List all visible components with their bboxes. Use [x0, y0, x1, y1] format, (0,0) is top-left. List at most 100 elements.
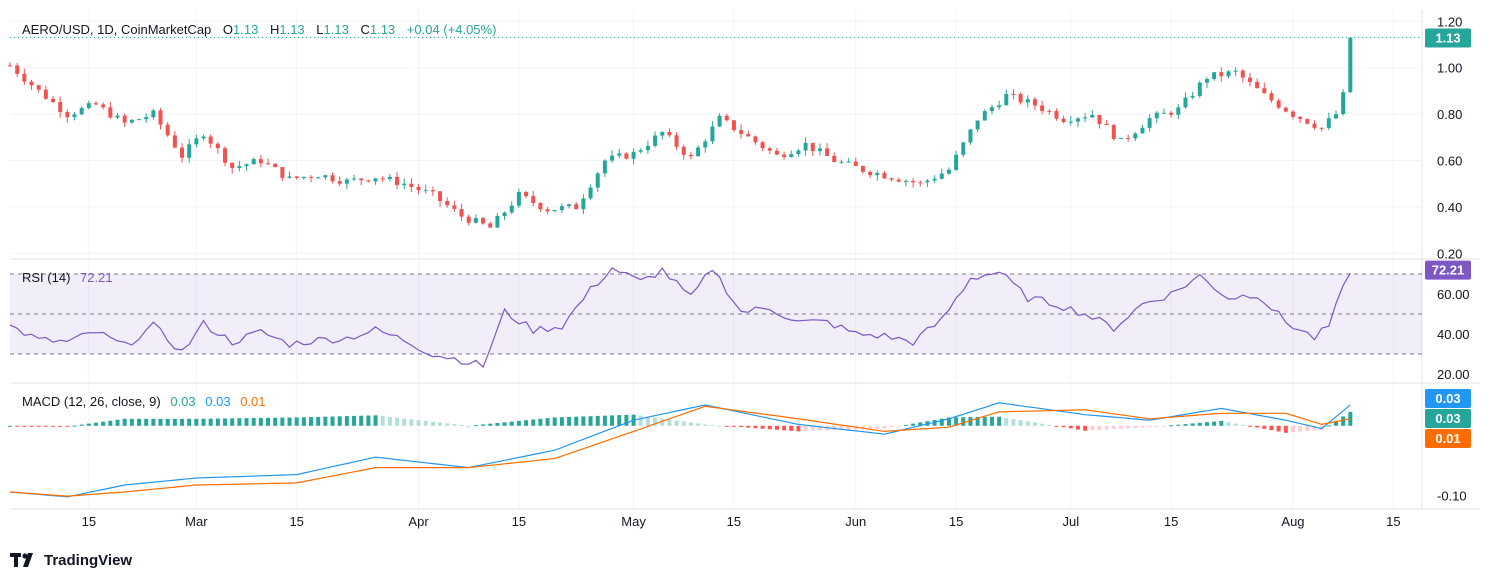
x-axis-tick-label: May [621, 514, 646, 529]
candle-body [674, 135, 679, 147]
candle-body [774, 150, 779, 155]
candle-body [194, 138, 199, 145]
rsi-pane [9, 267, 1422, 369]
macd-histogram-bar [452, 424, 457, 426]
price-pane [8, 37, 1422, 228]
candle-body [1183, 97, 1188, 108]
macd-histogram-bar [602, 415, 607, 426]
candle-body [1025, 99, 1030, 103]
macd-histogram-bar [330, 416, 335, 426]
macd-badge-bg [1425, 389, 1471, 408]
candle-body [244, 164, 249, 167]
macd-histogram-bar [251, 418, 256, 426]
macd-histogram-bar [796, 425, 801, 432]
tradingview-logo[interactable]: TradingView [10, 549, 132, 571]
macd-histogram-bar [932, 419, 937, 426]
macd-histogram-bar [309, 417, 314, 426]
macd-histogram-bar [395, 417, 400, 426]
candle-body [696, 147, 701, 157]
candle-body [911, 180, 916, 183]
candle-body [180, 147, 185, 158]
candle-body [1233, 70, 1238, 72]
macd-histogram-bar [58, 425, 63, 427]
macd-histogram-bar [516, 420, 521, 426]
candle-body [359, 178, 364, 181]
x-axis-tick-label: 15 [727, 514, 741, 529]
macd-histogram-bar [1298, 425, 1303, 432]
candle-body [366, 180, 371, 182]
macd-histogram-bar [1126, 425, 1131, 429]
macd-histogram-bar [215, 418, 220, 426]
macd-histogram-bar [846, 425, 851, 430]
candle-body [681, 146, 686, 155]
candle-body [101, 104, 106, 108]
macd-histogram-bar [208, 418, 213, 426]
candle-body [395, 176, 400, 186]
histogram-badge-bg [1425, 409, 1471, 428]
candle-body [187, 144, 192, 158]
macd-histogram-bar [645, 416, 650, 426]
macd-histogram-bar [337, 416, 342, 426]
macd-histogram-bar [201, 418, 206, 426]
macd-histogram-bar [466, 425, 471, 427]
macd-histogram-bar [416, 420, 421, 426]
candle-body [438, 191, 443, 202]
price-badge: 1.13 [1435, 31, 1460, 46]
candle-body [1075, 118, 1080, 122]
macd-histogram-bar [839, 425, 844, 430]
macd-histogram-bar [610, 415, 615, 426]
macd-histogram-bar [860, 425, 865, 430]
candle-body [631, 151, 636, 159]
macd-histogram-bar [667, 419, 672, 426]
candle-body [416, 186, 421, 191]
price-legend: AERO/USD, 1D, CoinMarketCap O1.13 H1.13 … [22, 22, 496, 37]
rsi-axis-tick-label: 60.00 [1437, 287, 1470, 302]
candle-body [79, 108, 84, 115]
candle-body [954, 154, 959, 170]
macd-histogram-bar [918, 422, 923, 426]
macd-histogram-bar [1004, 417, 1009, 426]
candle-body [151, 110, 156, 118]
macd-histogram-bar [588, 416, 593, 426]
macd-histogram-bar [101, 421, 106, 426]
macd-histogram-bar [581, 416, 586, 426]
candle-body [43, 89, 48, 99]
macd-histogram-bar [789, 425, 794, 431]
candle-body [144, 117, 149, 120]
macd-histogram-bar [1068, 425, 1073, 429]
candle-body [323, 175, 328, 178]
macd-histogram-bar [939, 418, 944, 426]
candle-body [495, 215, 500, 228]
macd-histogram-bar [638, 415, 643, 426]
macd-histogram-bar [1233, 423, 1238, 426]
macd-histogram-bar [1111, 425, 1116, 430]
macd-histogram-bar [1018, 420, 1023, 426]
candle-body [731, 120, 736, 131]
macd-histogram-bar [72, 425, 77, 427]
macd-histogram-bar [1147, 425, 1152, 428]
candle-body [645, 145, 650, 151]
macd-histogram-bar [1161, 425, 1166, 427]
candle-body [1126, 137, 1131, 139]
candle-body [1204, 79, 1209, 83]
macd-histogram-bar [244, 418, 249, 426]
candle-body [1197, 82, 1202, 96]
candle-body [832, 155, 837, 163]
candle-body [825, 148, 830, 156]
macd-histogram-bar [172, 418, 177, 426]
macd-histogram-bar [316, 416, 321, 426]
x-axis-tick-label: Apr [408, 514, 429, 529]
candle-body [653, 135, 658, 146]
macd-histogram-bar [1047, 424, 1052, 426]
candle-body [868, 171, 873, 176]
macd-histogram-bar [817, 425, 822, 431]
macd-histogram-bar [1240, 424, 1245, 426]
rsi-badge-bg [1425, 260, 1471, 280]
candle-body [488, 223, 493, 228]
x-axis-tick-label: 15 [1164, 514, 1178, 529]
candle-body [610, 155, 615, 161]
macd-histogram-bar [280, 417, 285, 426]
macd-histogram-bar [502, 422, 507, 426]
macd-histogram-bar [531, 419, 536, 426]
candle-body [574, 204, 579, 210]
